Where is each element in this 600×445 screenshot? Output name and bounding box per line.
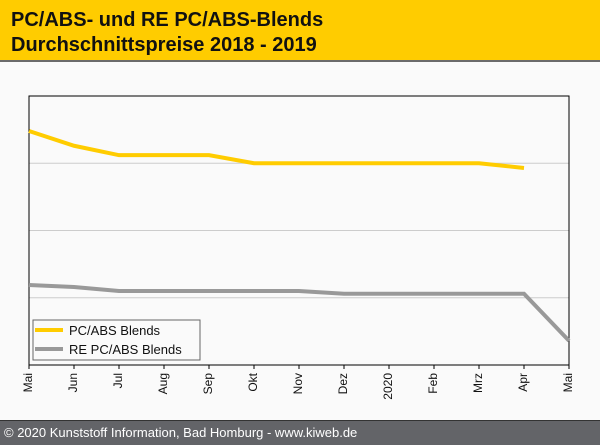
series-line-1 bbox=[29, 131, 524, 168]
x-tick-label: Mai bbox=[21, 373, 35, 392]
copyright-text: © 2020 Kunststoff Information, Bad Hombu… bbox=[4, 425, 357, 440]
x-tick-label: Dez bbox=[336, 373, 350, 394]
x-tick-label: Jun bbox=[66, 373, 80, 392]
legend-label: RE PC/ABS Blends bbox=[69, 342, 182, 357]
x-tick-label: Sep bbox=[201, 373, 215, 395]
x-tick-label: Nov bbox=[291, 373, 305, 394]
footer: © 2020 Kunststoff Information, Bad Hombu… bbox=[0, 420, 600, 445]
x-tick-label: Apr bbox=[516, 373, 530, 392]
x-tick-label: Feb bbox=[426, 373, 440, 394]
x-tick-label: Mai bbox=[561, 373, 575, 392]
x-tick-label: Aug bbox=[156, 373, 170, 394]
x-tick-label: Okt bbox=[246, 372, 260, 391]
x-tick-label: 2020 bbox=[381, 373, 395, 400]
x-tick-label: Mrz bbox=[471, 373, 485, 393]
x-tick-label: Jul bbox=[111, 373, 125, 388]
legend-label: PC/ABS Blends bbox=[69, 323, 161, 338]
